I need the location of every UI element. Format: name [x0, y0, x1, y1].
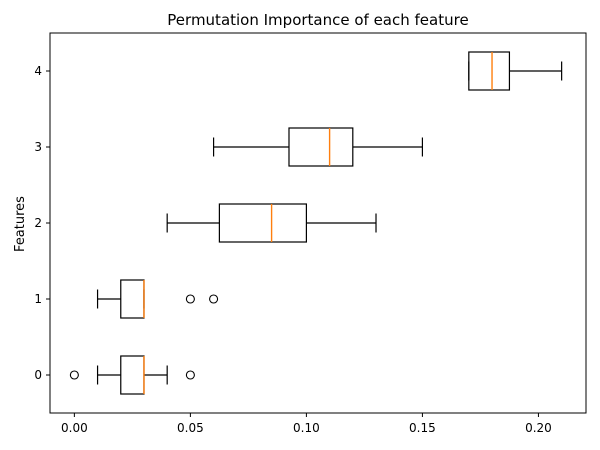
y-tick-label-1: 1 — [34, 292, 42, 306]
feature-1-outlier-1 — [209, 294, 219, 304]
feature-4-box — [468, 51, 511, 91]
y-axis-label: Features — [13, 196, 28, 252]
feature-3-box — [288, 127, 354, 167]
y-tick-label-4: 4 — [34, 64, 42, 78]
feature-0-outlier-0 — [69, 370, 79, 380]
x-tick-label-4: 0.20 — [525, 421, 552, 435]
y-tick-label-2: 2 — [34, 216, 42, 230]
x-tick-label-1: 0.05 — [177, 421, 204, 435]
y-tick-label-0: 0 — [34, 368, 42, 382]
feature-0-outlier-1 — [185, 370, 195, 380]
feature-1-box — [120, 279, 145, 319]
x-tick-label-0: 0.00 — [61, 421, 88, 435]
feature-0-box — [120, 355, 145, 395]
x-tick-label-3: 0.15 — [409, 421, 436, 435]
feature-2-box — [218, 203, 307, 243]
x-tick-label-2: 0.10 — [293, 421, 320, 435]
chart-title: Permutation Importance of each feature — [167, 11, 468, 29]
y-tick-label-3: 3 — [34, 140, 42, 154]
plot-area: 0.00 0.05 0.10 0.15 0.20 0 1 2 3 4 — [34, 32, 587, 435]
feature-1-outlier-0 — [185, 294, 195, 304]
